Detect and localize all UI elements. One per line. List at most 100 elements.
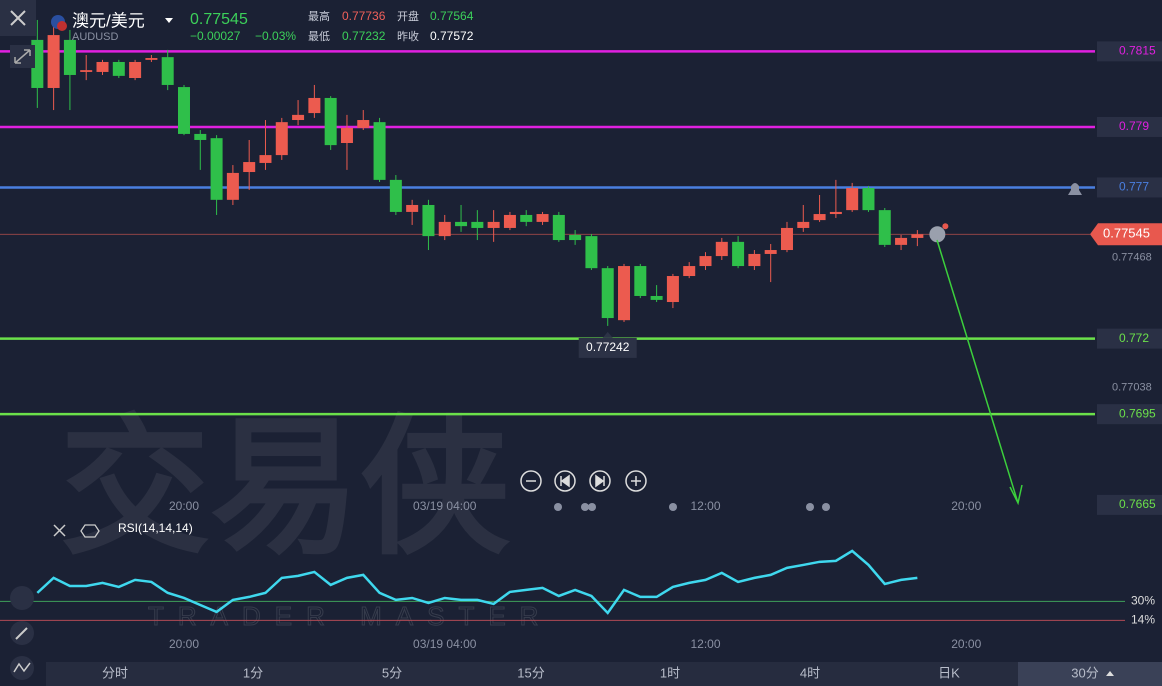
candle-body bbox=[699, 256, 712, 267]
candle-body bbox=[846, 188, 859, 211]
level-label-box bbox=[1097, 404, 1162, 425]
tab[interactable]: 30分 bbox=[1071, 665, 1098, 680]
tab[interactable]: 1时 bbox=[660, 665, 680, 680]
candle-body bbox=[503, 214, 516, 228]
stat-label: 最高 bbox=[308, 9, 330, 23]
tab[interactable]: 日K bbox=[938, 665, 960, 680]
candle-body bbox=[829, 211, 842, 215]
last-price-box bbox=[1090, 223, 1162, 246]
rsi-settings[interactable] bbox=[80, 524, 100, 538]
candle-body bbox=[80, 70, 93, 72]
plot: 0.77468 0.77038 20:00 20:00 03/19 04:00 03/19… bbox=[0, 19, 1162, 651]
rsi-level-label: 30% bbox=[1131, 593, 1155, 607]
event-dots bbox=[554, 503, 830, 511]
candle-body bbox=[194, 133, 207, 140]
candle-body bbox=[552, 214, 565, 241]
zoom-controls bbox=[520, 470, 647, 492]
candle-body bbox=[715, 241, 728, 257]
stat-label: 最低 bbox=[308, 30, 330, 43]
candle-body bbox=[650, 295, 663, 300]
candle-body bbox=[129, 61, 142, 78]
candle-body bbox=[895, 237, 908, 245]
candle-body bbox=[161, 57, 174, 85]
candle-body bbox=[813, 214, 826, 221]
candle-body bbox=[292, 114, 305, 121]
zoom-out[interactable] bbox=[520, 470, 542, 492]
change: −0.00027 bbox=[190, 29, 241, 43]
close-icon bbox=[10, 10, 26, 26]
rsi-line bbox=[36, 549, 918, 615]
tab[interactable]: 分时 bbox=[102, 665, 128, 680]
expand-icon bbox=[14, 49, 31, 64]
stat-value: 0.77564 bbox=[430, 9, 474, 23]
candle-body bbox=[601, 268, 614, 319]
watermark: 交易侠 bbox=[60, 404, 511, 572]
candle-body bbox=[357, 120, 370, 128]
candle-body bbox=[455, 221, 468, 227]
candle-body bbox=[112, 61, 125, 76]
level-label: 0.7665 bbox=[1119, 497, 1156, 511]
y-tick-label: 0.77468 bbox=[1112, 251, 1152, 263]
candle-body bbox=[226, 172, 239, 200]
step-back[interactable] bbox=[554, 470, 576, 492]
tab[interactable]: 1分 bbox=[243, 665, 263, 680]
candle-body bbox=[780, 227, 793, 251]
candle-body bbox=[748, 253, 761, 267]
alert-bell[interactable] bbox=[1068, 183, 1082, 195]
x-tick-label: 20:00 bbox=[169, 637, 199, 651]
last-price-label: 0.77545 bbox=[1103, 226, 1150, 241]
level-label-box bbox=[1097, 116, 1162, 137]
zoom-in[interactable] bbox=[625, 470, 647, 492]
candle-body bbox=[585, 236, 598, 269]
step-forward[interactable] bbox=[589, 470, 611, 492]
low-label: 0.77242 bbox=[586, 340, 630, 354]
rsi-name: RSI(14,14,14) bbox=[118, 521, 193, 535]
x-tick-label: 20:00 bbox=[951, 637, 981, 651]
dropdown-arrow[interactable] bbox=[165, 18, 173, 23]
level-label: 0.7815 bbox=[1119, 44, 1156, 58]
candle-body bbox=[96, 61, 109, 72]
tool-indicator[interactable] bbox=[10, 586, 34, 610]
candle-body bbox=[618, 266, 631, 321]
rsi-close[interactable] bbox=[53, 524, 66, 537]
info-marker[interactable] bbox=[929, 226, 946, 243]
candle-body bbox=[47, 35, 60, 88]
candle-body bbox=[862, 188, 875, 211]
candle-body bbox=[340, 127, 353, 143]
low-box bbox=[578, 337, 637, 358]
level-label-box bbox=[1097, 494, 1162, 515]
candle-body bbox=[683, 266, 696, 277]
tab-arrow bbox=[1106, 671, 1114, 676]
tabs: 分时 1分 5分 15分 1时 4时 日K 30分 bbox=[102, 665, 1099, 680]
x-tick-label: 20:00 bbox=[169, 499, 199, 513]
level-label: 0.777 bbox=[1119, 180, 1149, 194]
candle-body bbox=[259, 155, 272, 163]
tool-icon bbox=[13, 662, 31, 673]
candle-body bbox=[63, 39, 76, 75]
level-label-box bbox=[1097, 328, 1162, 349]
candle-body bbox=[145, 58, 158, 60]
candle-body bbox=[389, 179, 402, 212]
stat-label: 开盘 bbox=[397, 9, 419, 23]
y-tick-label: 0.77038 bbox=[1112, 381, 1152, 393]
candle-body bbox=[177, 87, 190, 134]
tab[interactable]: 4时 bbox=[800, 665, 820, 680]
symbol-name[interactable]: 澳元/美元 bbox=[72, 11, 145, 30]
tab[interactable]: 5分 bbox=[382, 665, 402, 680]
level-label: 0.772 bbox=[1119, 331, 1149, 345]
candle-body bbox=[210, 138, 223, 200]
price: 0.77545 bbox=[190, 11, 248, 28]
candle-body bbox=[373, 122, 386, 180]
candle-body bbox=[243, 162, 256, 173]
x-tick-label: 12:00 bbox=[690, 499, 720, 513]
tab[interactable]: 15分 bbox=[517, 665, 544, 680]
symbol-code: AUDUSD bbox=[72, 31, 119, 43]
candle-body bbox=[520, 214, 533, 222]
level-label: 0.7695 bbox=[1119, 406, 1156, 420]
candle-body bbox=[911, 234, 924, 238]
stat-value: 0.77232 bbox=[342, 29, 386, 43]
candle-body bbox=[732, 241, 745, 267]
candle-body bbox=[422, 204, 435, 237]
x-tick-label: 12:00 bbox=[690, 637, 720, 651]
